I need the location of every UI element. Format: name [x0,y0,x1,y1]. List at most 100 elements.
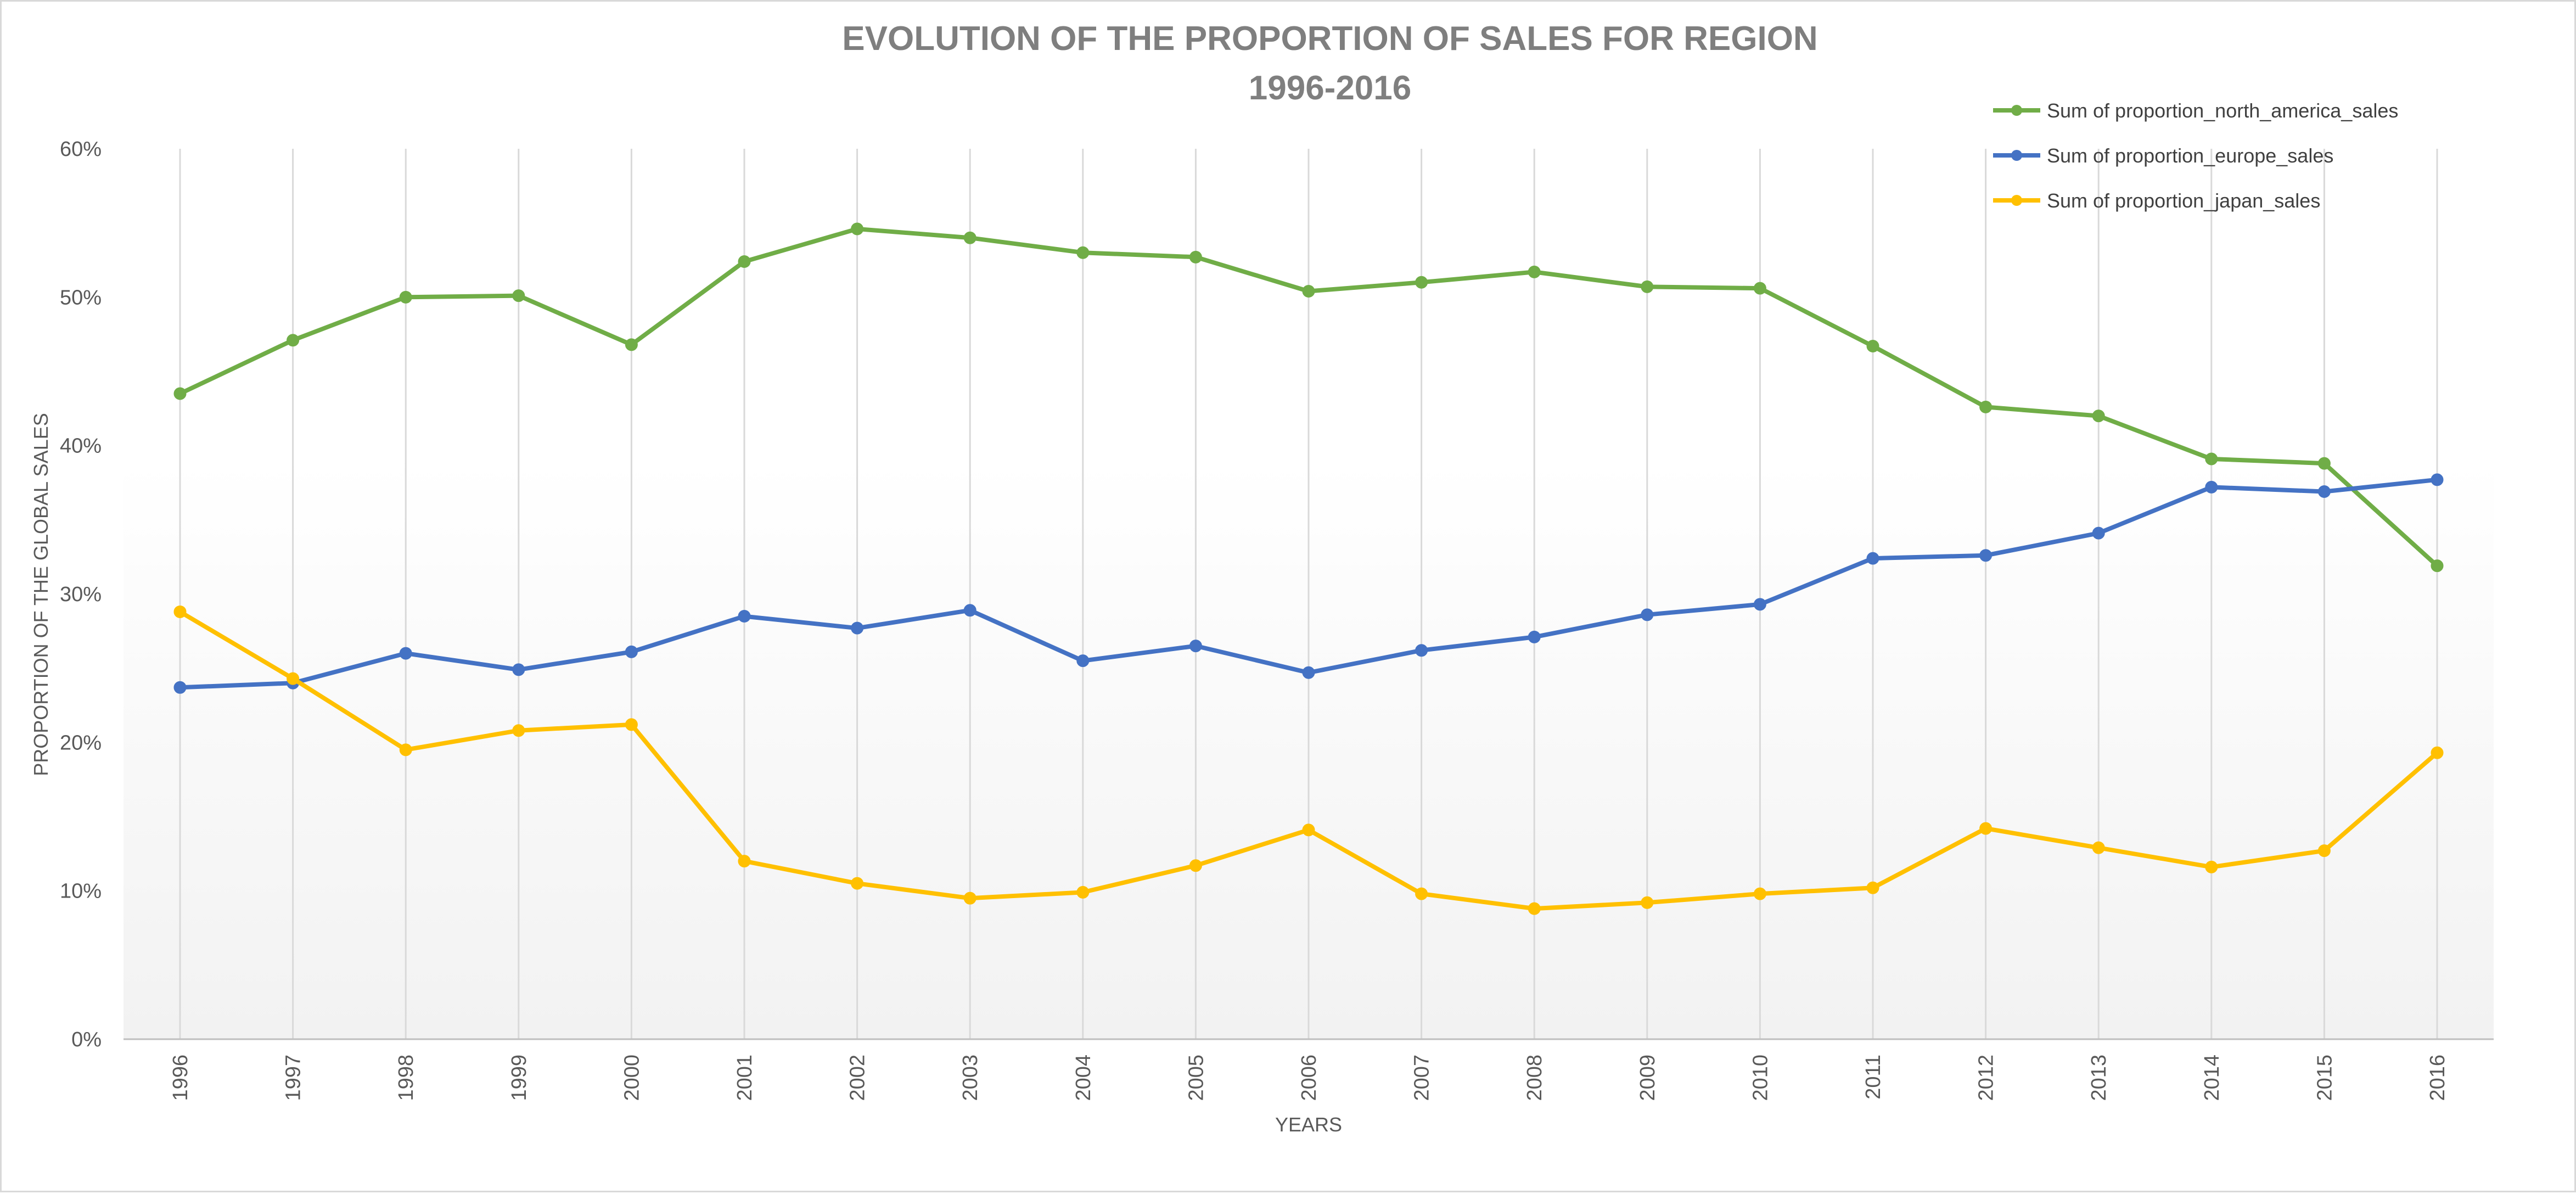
x-tick-label: 2012 [1975,1055,1998,1101]
x-tick-label: 2010 [1749,1055,1772,1101]
x-tick-label: 2014 [2201,1055,2224,1101]
legend-item: Sum of proportion_north_america_sales [1993,99,2398,122]
y-tick-label: 30% [60,583,102,606]
legend-marker [2011,150,2022,161]
data-point [399,290,412,304]
legend-item: Sum of proportion_europe_sales [1993,144,2333,167]
chart-subtitle: 1996-2016 [1249,69,1412,107]
x-tick-label: 2013 [2087,1055,2111,1101]
data-point [1866,552,1879,565]
x-tick-label: 2009 [1636,1055,1659,1101]
x-tick-label: 2006 [1298,1055,1321,1101]
data-point [1753,598,1766,611]
data-point [512,663,525,676]
data-point [2317,457,2331,470]
data-point [2205,480,2218,494]
data-point [2205,452,2218,466]
x-tick-label: 2000 [620,1055,643,1101]
legend: Sum of proportion_north_america_sales Sum… [1993,99,2398,212]
data-point [851,222,864,236]
data-point [1753,887,1766,900]
data-point [963,892,976,905]
data-point [2205,860,2218,873]
y-tick-label: 50% [60,286,102,309]
data-point [1076,885,1090,899]
data-point [1866,340,1879,353]
data-point [1189,250,1202,264]
data-point [1979,400,1993,413]
legend-marker [2011,105,2022,116]
data-point [1641,280,1654,293]
data-point [1528,630,1541,643]
data-point [1076,654,1090,668]
data-point [173,387,187,400]
y-tick-label: 40% [60,435,102,458]
x-axis-title: YEARS [1275,1113,1342,1136]
y-tick-label: 20% [60,731,102,754]
data-point [1528,902,1541,915]
data-point [963,231,976,244]
data-point [851,877,864,890]
data-point [1302,823,1315,837]
x-tick-label: 2001 [733,1055,756,1101]
data-point [1641,608,1654,621]
data-point [399,743,412,756]
x-tick-label: 2003 [959,1055,982,1101]
x-tick-label: 1997 [282,1055,305,1101]
data-point [625,338,638,351]
data-point [2431,746,2444,759]
y-tick-label: 10% [60,880,102,903]
y-tick-label: 60% [60,138,102,161]
data-point [512,289,525,302]
data-point [2317,485,2331,498]
x-tick-label: 2002 [846,1055,869,1101]
data-point [1415,276,1428,289]
x-tick-label: 2007 [1411,1055,1434,1101]
legend-label: Sum of proportion_europe_sales [2047,144,2333,167]
data-point [2092,841,2105,854]
data-point [1076,246,1090,259]
chart-title: EVOLUTION OF THE PROPORTION OF SALES FOR… [842,20,1817,58]
y-tick-label: 0% [71,1028,102,1051]
data-point [851,621,864,635]
series-lines [173,222,2444,915]
data-point [1189,640,1202,653]
data-point [1641,896,1654,909]
legend-label: Sum of proportion_north_america_sales [2047,99,2398,122]
x-tick-label: 2011 [1862,1055,1885,1100]
gridlines [179,149,2438,1039]
data-point [1866,881,1879,894]
data-point [963,604,976,617]
data-point [738,255,751,268]
x-tick-label: 2015 [2313,1055,2336,1101]
data-point [2317,844,2331,857]
data-point [1415,644,1428,657]
data-point [1528,265,1541,278]
data-point [399,647,412,660]
legend-item: Sum of proportion_japan_sales [1993,189,2320,212]
data-point [738,855,751,868]
x-tick-label: 2005 [1185,1055,1208,1101]
data-point [2431,473,2444,486]
data-point [2092,526,2105,540]
legend-label: Sum of proportion_japan_sales [2047,189,2320,212]
data-point [1979,549,1993,562]
data-point [173,681,187,694]
data-point [625,718,638,731]
data-point [2431,559,2444,573]
data-point [2092,410,2105,423]
data-point [173,605,187,618]
x-tick-label: 2008 [1523,1055,1546,1101]
data-point [1753,282,1766,295]
x-tick-label: 2016 [2426,1055,2449,1101]
legend-marker [2011,195,2022,206]
data-point [287,672,300,685]
x-tick-label: 1999 [508,1055,531,1101]
data-point [1979,822,1993,835]
data-point [1415,887,1428,900]
data-point [1302,285,1315,298]
axes: 1996 1997 1998 1999 2000 2001 2002 2003 2004 2005… [60,138,2494,1101]
y-axis-title: PROPORTION OF THE GLOBAL SALES [30,413,52,776]
